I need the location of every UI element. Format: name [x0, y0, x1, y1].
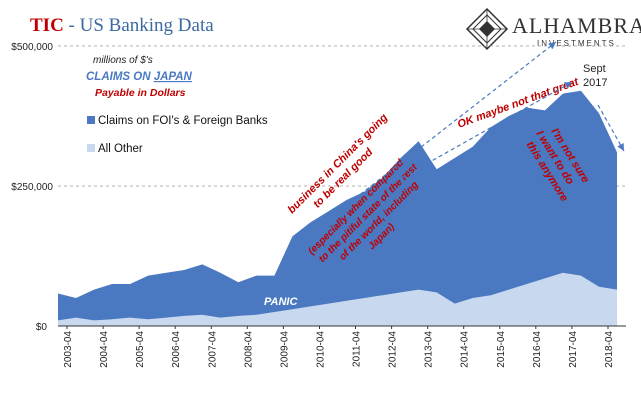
alhambra-logo-icon	[465, 7, 509, 51]
area-foreign-banks	[58, 90, 617, 326]
x-tick-label: 2017-04	[568, 331, 579, 368]
legend-swatch-all-other	[87, 144, 95, 152]
x-tick-label: 2008-04	[243, 331, 254, 368]
area-all-other	[58, 272, 617, 326]
legend-label-foreign-banks: Claims on FOI's & Foreign Banks	[98, 115, 268, 127]
year-label: 2017	[583, 77, 607, 89]
sept-label: Sept	[583, 63, 606, 75]
x-tick-label: 2015-04	[496, 331, 507, 368]
x-tick-label: 2012-04	[388, 331, 399, 368]
y-tick-label: $0	[36, 322, 48, 333]
legend-label-all-other: All Other	[98, 143, 143, 155]
panic-annotation: PANIC	[264, 296, 298, 308]
title-suffix: - US Banking Data	[64, 15, 214, 36]
trend-arrow-mid	[395, 81, 573, 182]
title-prefix: TIC	[30, 15, 64, 36]
x-tick-label: 2011-04	[352, 331, 363, 367]
x-tick-label: 2013-04	[424, 331, 435, 368]
trend-arrow-up	[293, 41, 557, 247]
x-tick-label: 2007-04	[207, 331, 218, 368]
units-label: millions of $'s	[93, 55, 153, 66]
x-tick-label: 2014-04	[460, 331, 471, 368]
y-tick-label: $250,000	[11, 182, 53, 193]
legend-swatch-foreign-banks	[87, 116, 95, 124]
x-tick-label: 2003-04	[63, 331, 74, 368]
x-tick-label: 2009-04	[279, 331, 290, 368]
x-tick-label: 2005-04	[135, 331, 146, 368]
y-tick-label: $500,000	[11, 42, 53, 53]
x-tick-label: 2010-04	[316, 331, 327, 368]
x-tick-label: 2004-04	[99, 331, 110, 368]
claims-on-text: CLAIMS ON	[86, 71, 151, 83]
payable-label: Payable in Dollars	[95, 87, 186, 99]
chart-title: TIC - US Banking Data	[30, 15, 214, 36]
x-tick-label: 2018-04	[604, 331, 615, 368]
trend-arrow-down	[597, 104, 625, 152]
country-text: JAPAN	[154, 71, 193, 83]
brand-sub: INVESTMENTS	[537, 39, 616, 48]
brand-name: ALHAMBRA	[512, 13, 641, 38]
x-tick-label: 2016-04	[532, 331, 543, 368]
x-tick-label: 2006-04	[171, 331, 182, 368]
claims-on-label: CLAIMS ON JAPAN	[86, 71, 193, 83]
